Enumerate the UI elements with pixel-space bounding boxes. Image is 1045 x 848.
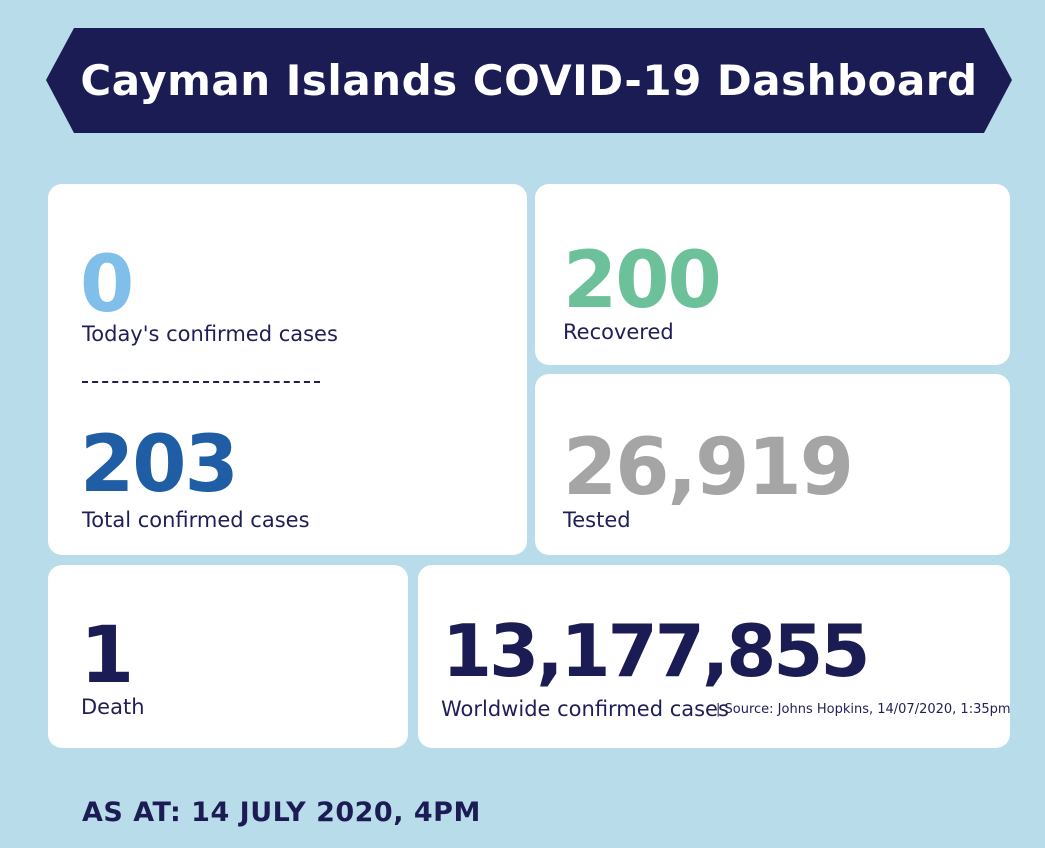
worldwide-label: Worldwide confirmed cases — [441, 697, 729, 721]
as-at-date: AS AT: 14 JULY 2020, 4PM — [82, 797, 481, 828]
recovered-label: Recovered — [563, 320, 674, 344]
death-card: 1 Death — [48, 565, 408, 748]
banner-shape — [46, 28, 1012, 133]
today-confirmed-label: Today's confirmed cases — [82, 322, 338, 346]
tested-label: Tested — [563, 508, 631, 532]
recovered-value: 200 — [563, 236, 722, 326]
title-banner: Cayman Islands COVID-19 Dashboard — [46, 28, 1012, 133]
source-note: | Source: Johns Hopkins, 14/07/2020, 1:3… — [716, 702, 1011, 717]
death-label: Death — [81, 695, 145, 719]
recovered-card: 200 Recovered — [535, 184, 1010, 365]
death-value: 1 — [80, 611, 134, 701]
today-confirmed-value: 0 — [80, 240, 134, 330]
page-title: Cayman Islands COVID-19 Dashboard — [80, 56, 978, 105]
confirmed-cases-card: 0 Today's confirmed cases 203 Total conf… — [48, 184, 527, 555]
total-confirmed-value: 203 — [80, 420, 239, 510]
worldwide-card: 13,177,855 Worldwide confirmed cases | S… — [418, 565, 1011, 748]
worldwide-value: 13,177,855 — [442, 609, 870, 693]
total-confirmed-label: Total confirmed cases — [82, 508, 310, 532]
dashed-divider — [82, 381, 320, 383]
tested-card: 26,919 Tested — [535, 374, 1010, 555]
tested-value: 26,919 — [563, 423, 854, 513]
